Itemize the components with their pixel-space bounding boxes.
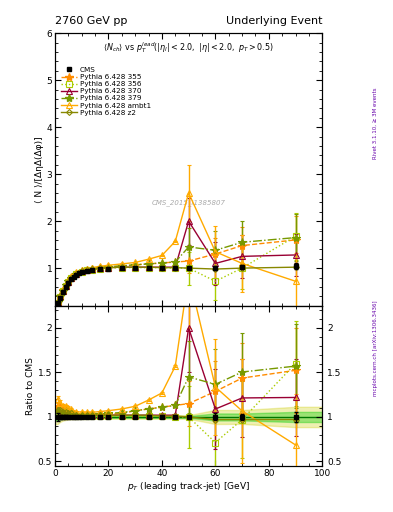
Y-axis label: Ratio to CMS: Ratio to CMS bbox=[26, 357, 35, 415]
Text: $\langle N_{ch}\rangle$ vs $p_T^{lead}(|\eta_l|<2.0,\ |\eta|<2.0,\ p_T>0.5)$: $\langle N_{ch}\rangle$ vs $p_T^{lead}(|… bbox=[103, 40, 274, 55]
Text: Rivet 3.1.10, ≥ 3M events: Rivet 3.1.10, ≥ 3M events bbox=[373, 87, 378, 159]
Y-axis label: ⟨ N ⟩/[ΔηΔ(Δφ)]: ⟨ N ⟩/[ΔηΔ(Δφ)] bbox=[35, 136, 44, 203]
Text: Underlying Event: Underlying Event bbox=[226, 15, 322, 26]
Text: CMS_2015_I1385807: CMS_2015_I1385807 bbox=[152, 199, 226, 205]
Text: 2760 GeV pp: 2760 GeV pp bbox=[55, 15, 127, 26]
Legend: CMS, Pythia 6.428 355, Pythia 6.428 356, Pythia 6.428 370, Pythia 6.428 379, Pyt: CMS, Pythia 6.428 355, Pythia 6.428 356,… bbox=[61, 67, 151, 116]
Text: mcplots.cern.ch [arXiv:1306.3436]: mcplots.cern.ch [arXiv:1306.3436] bbox=[373, 301, 378, 396]
X-axis label: $p_T$ (leading track-jet) [GeV]: $p_T$ (leading track-jet) [GeV] bbox=[127, 480, 250, 494]
